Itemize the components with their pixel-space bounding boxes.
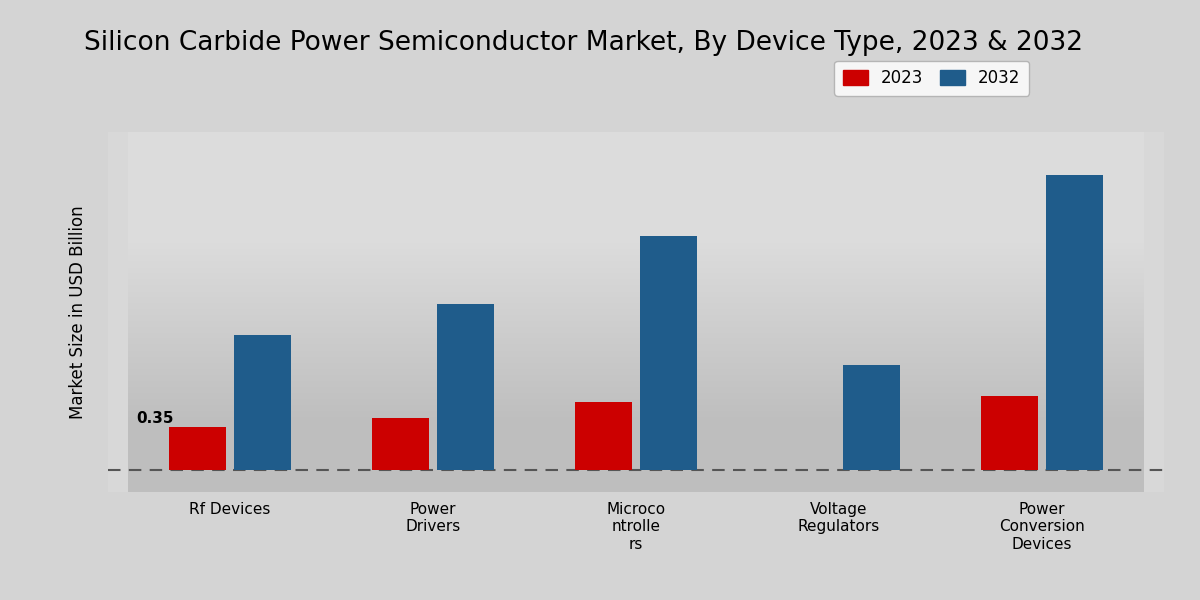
Text: Silicon Carbide Power Semiconductor Market, By Device Type, 2023 & 2032: Silicon Carbide Power Semiconductor Mark… [84,30,1084,56]
Bar [169,427,226,470]
Legend: 2023, 2032: 2023, 2032 [834,61,1028,96]
Bar [437,304,494,470]
Bar [844,365,900,470]
Bar [1046,175,1103,470]
Y-axis label: Market Size in USD Billion: Market Size in USD Billion [70,205,88,419]
Bar [372,418,428,470]
Bar [982,396,1038,470]
Bar [640,236,697,470]
Bar [575,403,632,470]
Text: 0.35: 0.35 [137,411,174,426]
Bar [234,335,290,470]
